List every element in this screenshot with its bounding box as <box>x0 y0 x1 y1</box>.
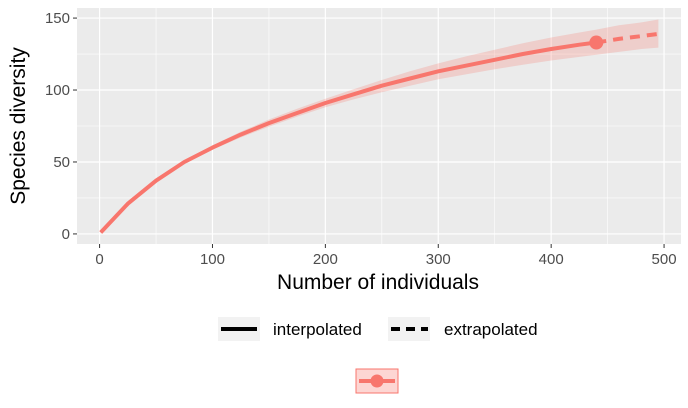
x-tick-label: 100 <box>200 251 225 268</box>
axis-tick-labels: 0 100 200 300 400 500 0 50 100 150 <box>45 10 677 268</box>
axis-ticks <box>73 17 665 248</box>
legend-item-extrapolated: extrapolated <box>388 317 538 341</box>
x-tick-label: 400 <box>539 251 564 268</box>
observed-point <box>589 35 604 50</box>
y-tick-label: 150 <box>45 10 70 27</box>
legend-item-interpolated: interpolated <box>218 317 362 341</box>
legend-series <box>355 368 399 394</box>
grid-lines <box>77 8 681 244</box>
legend-series-point <box>370 374 384 388</box>
y-tick-label: 50 <box>53 154 70 171</box>
legend-label-extrapolated: extrapolated <box>444 320 538 339</box>
y-axis-title: Species diversity <box>7 47 30 205</box>
x-tick-label: 500 <box>652 251 677 268</box>
x-tick-label: 0 <box>95 251 103 268</box>
x-axis-title: Number of individuals <box>277 271 479 294</box>
y-tick-label: 100 <box>45 82 70 99</box>
x-tick-label: 300 <box>426 251 451 268</box>
x-tick-label: 200 <box>313 251 338 268</box>
legend-label-interpolated: interpolated <box>273 320 362 339</box>
confidence-band-extrapolated <box>596 19 659 55</box>
legend-linetype: interpolated extrapolated <box>218 317 538 341</box>
line-extrapolated <box>595 31 659 45</box>
line-interpolated <box>99 40 597 234</box>
y-tick-label: 0 <box>62 226 70 243</box>
